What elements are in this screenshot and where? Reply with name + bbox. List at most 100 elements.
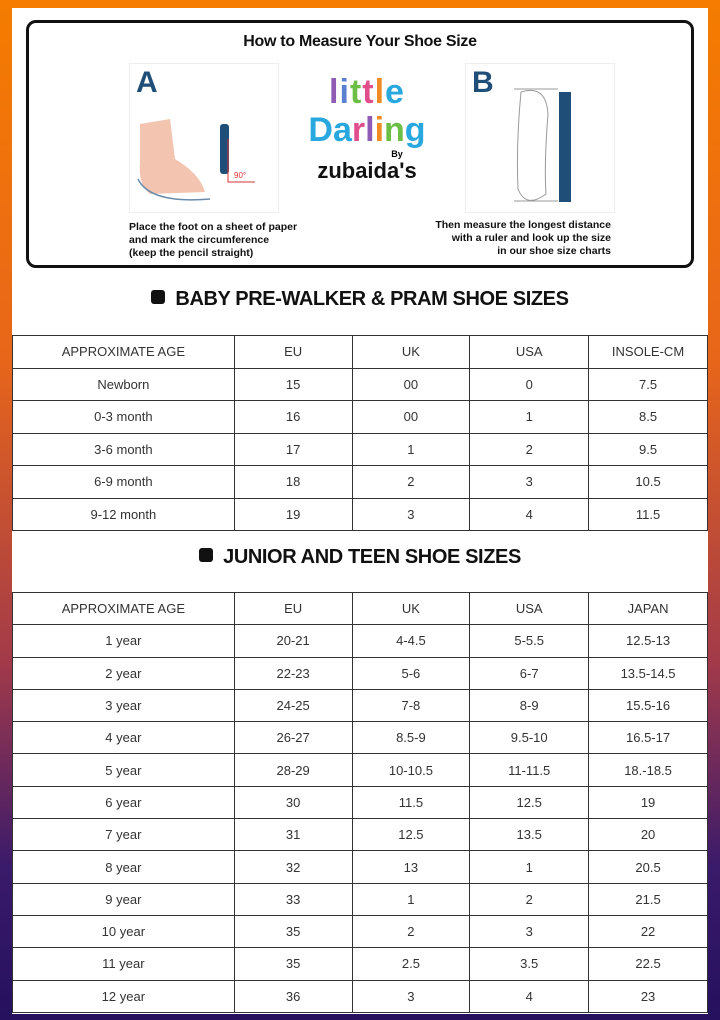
table-cell: 19 xyxy=(588,785,708,820)
table-row: 4 year 26-27 8.5-9 9.5-10 16.5-17 xyxy=(12,721,708,755)
table-cell: 3 year xyxy=(12,688,235,723)
table-row: 3-6 month 17 1 2 9.5 xyxy=(12,432,708,466)
measure-guide: How to Measure Your Shoe Size A 90° Plac… xyxy=(26,20,694,268)
table-cell: 6-7 xyxy=(469,656,590,690)
column-header: UK xyxy=(351,591,471,626)
table-cell: 2 xyxy=(351,465,471,499)
table-header-row: APPROXIMATE AGE EU UK USA JAPAN xyxy=(12,591,708,626)
column-header: JAPAN xyxy=(588,591,708,626)
table-cell: 10 year xyxy=(12,914,235,949)
table-row: 0-3 month 16 00 1 8.5 xyxy=(12,400,708,434)
column-header: APPROXIMATE AGE xyxy=(12,335,235,369)
table-row: 1 year 20-21 4-4.5 5-5.5 12.5-13 xyxy=(12,624,708,658)
table-cell: 35 xyxy=(233,914,353,949)
table-cell: 10-10.5 xyxy=(351,753,471,787)
table-cell: 16.5-17 xyxy=(588,721,708,755)
table-cell: 3 xyxy=(351,979,471,1013)
step-a-letter: A xyxy=(136,66,158,99)
table-cell: 36 xyxy=(233,979,353,1013)
column-header: USA xyxy=(469,591,590,626)
table-cell: 22.5 xyxy=(588,947,708,981)
table-cell: 1 xyxy=(469,850,590,884)
table-row: 7 year 31 12.5 13.5 20 xyxy=(12,818,708,852)
table-cell: 23 xyxy=(588,979,708,1013)
table-cell: 32 xyxy=(233,850,353,884)
table-cell: 7.5 xyxy=(588,367,708,401)
foot-illustration: A 90° xyxy=(129,63,279,213)
table-cell: 7 year xyxy=(12,818,235,852)
table-cell: 2 xyxy=(469,882,590,916)
table-cell: 4 xyxy=(469,497,590,531)
table-cell: 6-9 month xyxy=(12,465,235,499)
measure-title: How to Measure Your Shoe Size xyxy=(243,33,477,50)
table-row: 9 year 33 1 2 21.5 xyxy=(12,882,708,916)
table-cell: 7-8 xyxy=(351,688,471,723)
table-cell: 26-27 xyxy=(233,721,353,755)
step-b-letter: B xyxy=(472,66,494,99)
table-cell: 3-6 month xyxy=(12,432,235,466)
table-cell: 20-21 xyxy=(233,624,353,658)
table-cell: 13.5 xyxy=(469,818,590,852)
table-cell: 8.5-9 xyxy=(351,721,471,755)
table-cell: 5-6 xyxy=(351,656,471,690)
table-cell: 00 xyxy=(351,400,471,434)
table-cell: 11-11.5 xyxy=(469,753,590,787)
table-cell: 1 xyxy=(351,882,471,916)
table-row: 8 year 32 13 1 20.5 xyxy=(12,850,708,884)
table-cell: 12.5 xyxy=(469,785,590,820)
table-row: 6 year 30 11.5 12.5 19 xyxy=(12,785,708,820)
table-row: 11 year 35 2.5 3.5 22.5 xyxy=(12,947,708,981)
table-cell: 24-25 xyxy=(233,688,353,723)
table-cell: 8 year xyxy=(12,850,235,884)
table-cell: 11 year xyxy=(12,947,235,981)
ruler-illustration: B xyxy=(465,63,615,213)
table-cell: 12.5-13 xyxy=(588,624,708,658)
column-header: EU xyxy=(233,591,353,626)
insole-ruler-icon xyxy=(514,88,571,202)
table-cell: 18.-18.5 xyxy=(588,753,708,787)
bullet-icon xyxy=(199,548,214,562)
table-cell: 13 xyxy=(351,850,471,884)
column-header: UK xyxy=(351,335,471,369)
junior-size-table: APPROXIMATE AGE EU UK USA JAPAN 1 year 20-21 4-… xyxy=(12,591,708,1013)
table-cell: 28-29 xyxy=(233,753,353,787)
table-cell: 9-12 month xyxy=(12,497,235,531)
table-cell: 20 xyxy=(588,818,708,852)
table-cell: 18 xyxy=(233,465,353,499)
table-cell: 10.5 xyxy=(588,465,708,499)
step-a-caption: Place the foot on a sheet of paper and ma… xyxy=(129,221,298,259)
table-cell: 3 xyxy=(469,914,590,949)
step-b-caption: Then measure the longest distance with a … xyxy=(435,219,611,257)
table-cell: 5-5.5 xyxy=(469,624,590,658)
table-cell: 11.5 xyxy=(588,497,708,531)
table-cell: 30 xyxy=(233,785,353,820)
table-cell: 11.5 xyxy=(351,785,471,820)
table-cell: 16 xyxy=(233,400,353,434)
foot-pencil-icon: 90° xyxy=(137,119,255,201)
table-cell: 1 xyxy=(351,432,471,466)
table-row: 5 year 28-29 10-10.5 11-11.5 18.-18.5 xyxy=(12,753,708,787)
table-row: 10 year 35 2 3 22 xyxy=(12,914,708,949)
table-cell: 6 year xyxy=(12,785,235,820)
table-cell: 1 year xyxy=(12,624,235,658)
table-cell: 3 xyxy=(469,465,590,499)
table-cell: 13.5-14.5 xyxy=(588,656,708,690)
table-cell: 31 xyxy=(233,818,353,852)
table-row: Newborn 15 00 0 7.5 xyxy=(12,367,708,401)
table-cell: 12.5 xyxy=(351,818,471,852)
table-cell: 22-23 xyxy=(233,656,353,690)
table-cell: 3 xyxy=(351,497,471,531)
table-cell: 0 xyxy=(469,367,590,401)
table-cell: 2 xyxy=(469,432,590,466)
baby-size-table: APPROXIMATE AGE EU UK USA INSOLE-CM Newborn 15… xyxy=(12,335,708,531)
table-header-row: APPROXIMATE AGE EU UK USA INSOLE-CM xyxy=(12,335,708,369)
table-cell: 21.5 xyxy=(588,882,708,916)
table-cell: 2.5 xyxy=(351,947,471,981)
table-cell: 15.5-16 xyxy=(588,688,708,723)
table-cell: 8.5 xyxy=(588,400,708,434)
table-row: 12 year 36 3 4 23 xyxy=(12,979,708,1013)
table-cell: 4 year xyxy=(12,721,235,755)
table-cell: 1 xyxy=(469,400,590,434)
table-cell: 12 year xyxy=(12,979,235,1013)
table-cell: 2 year xyxy=(12,656,235,690)
